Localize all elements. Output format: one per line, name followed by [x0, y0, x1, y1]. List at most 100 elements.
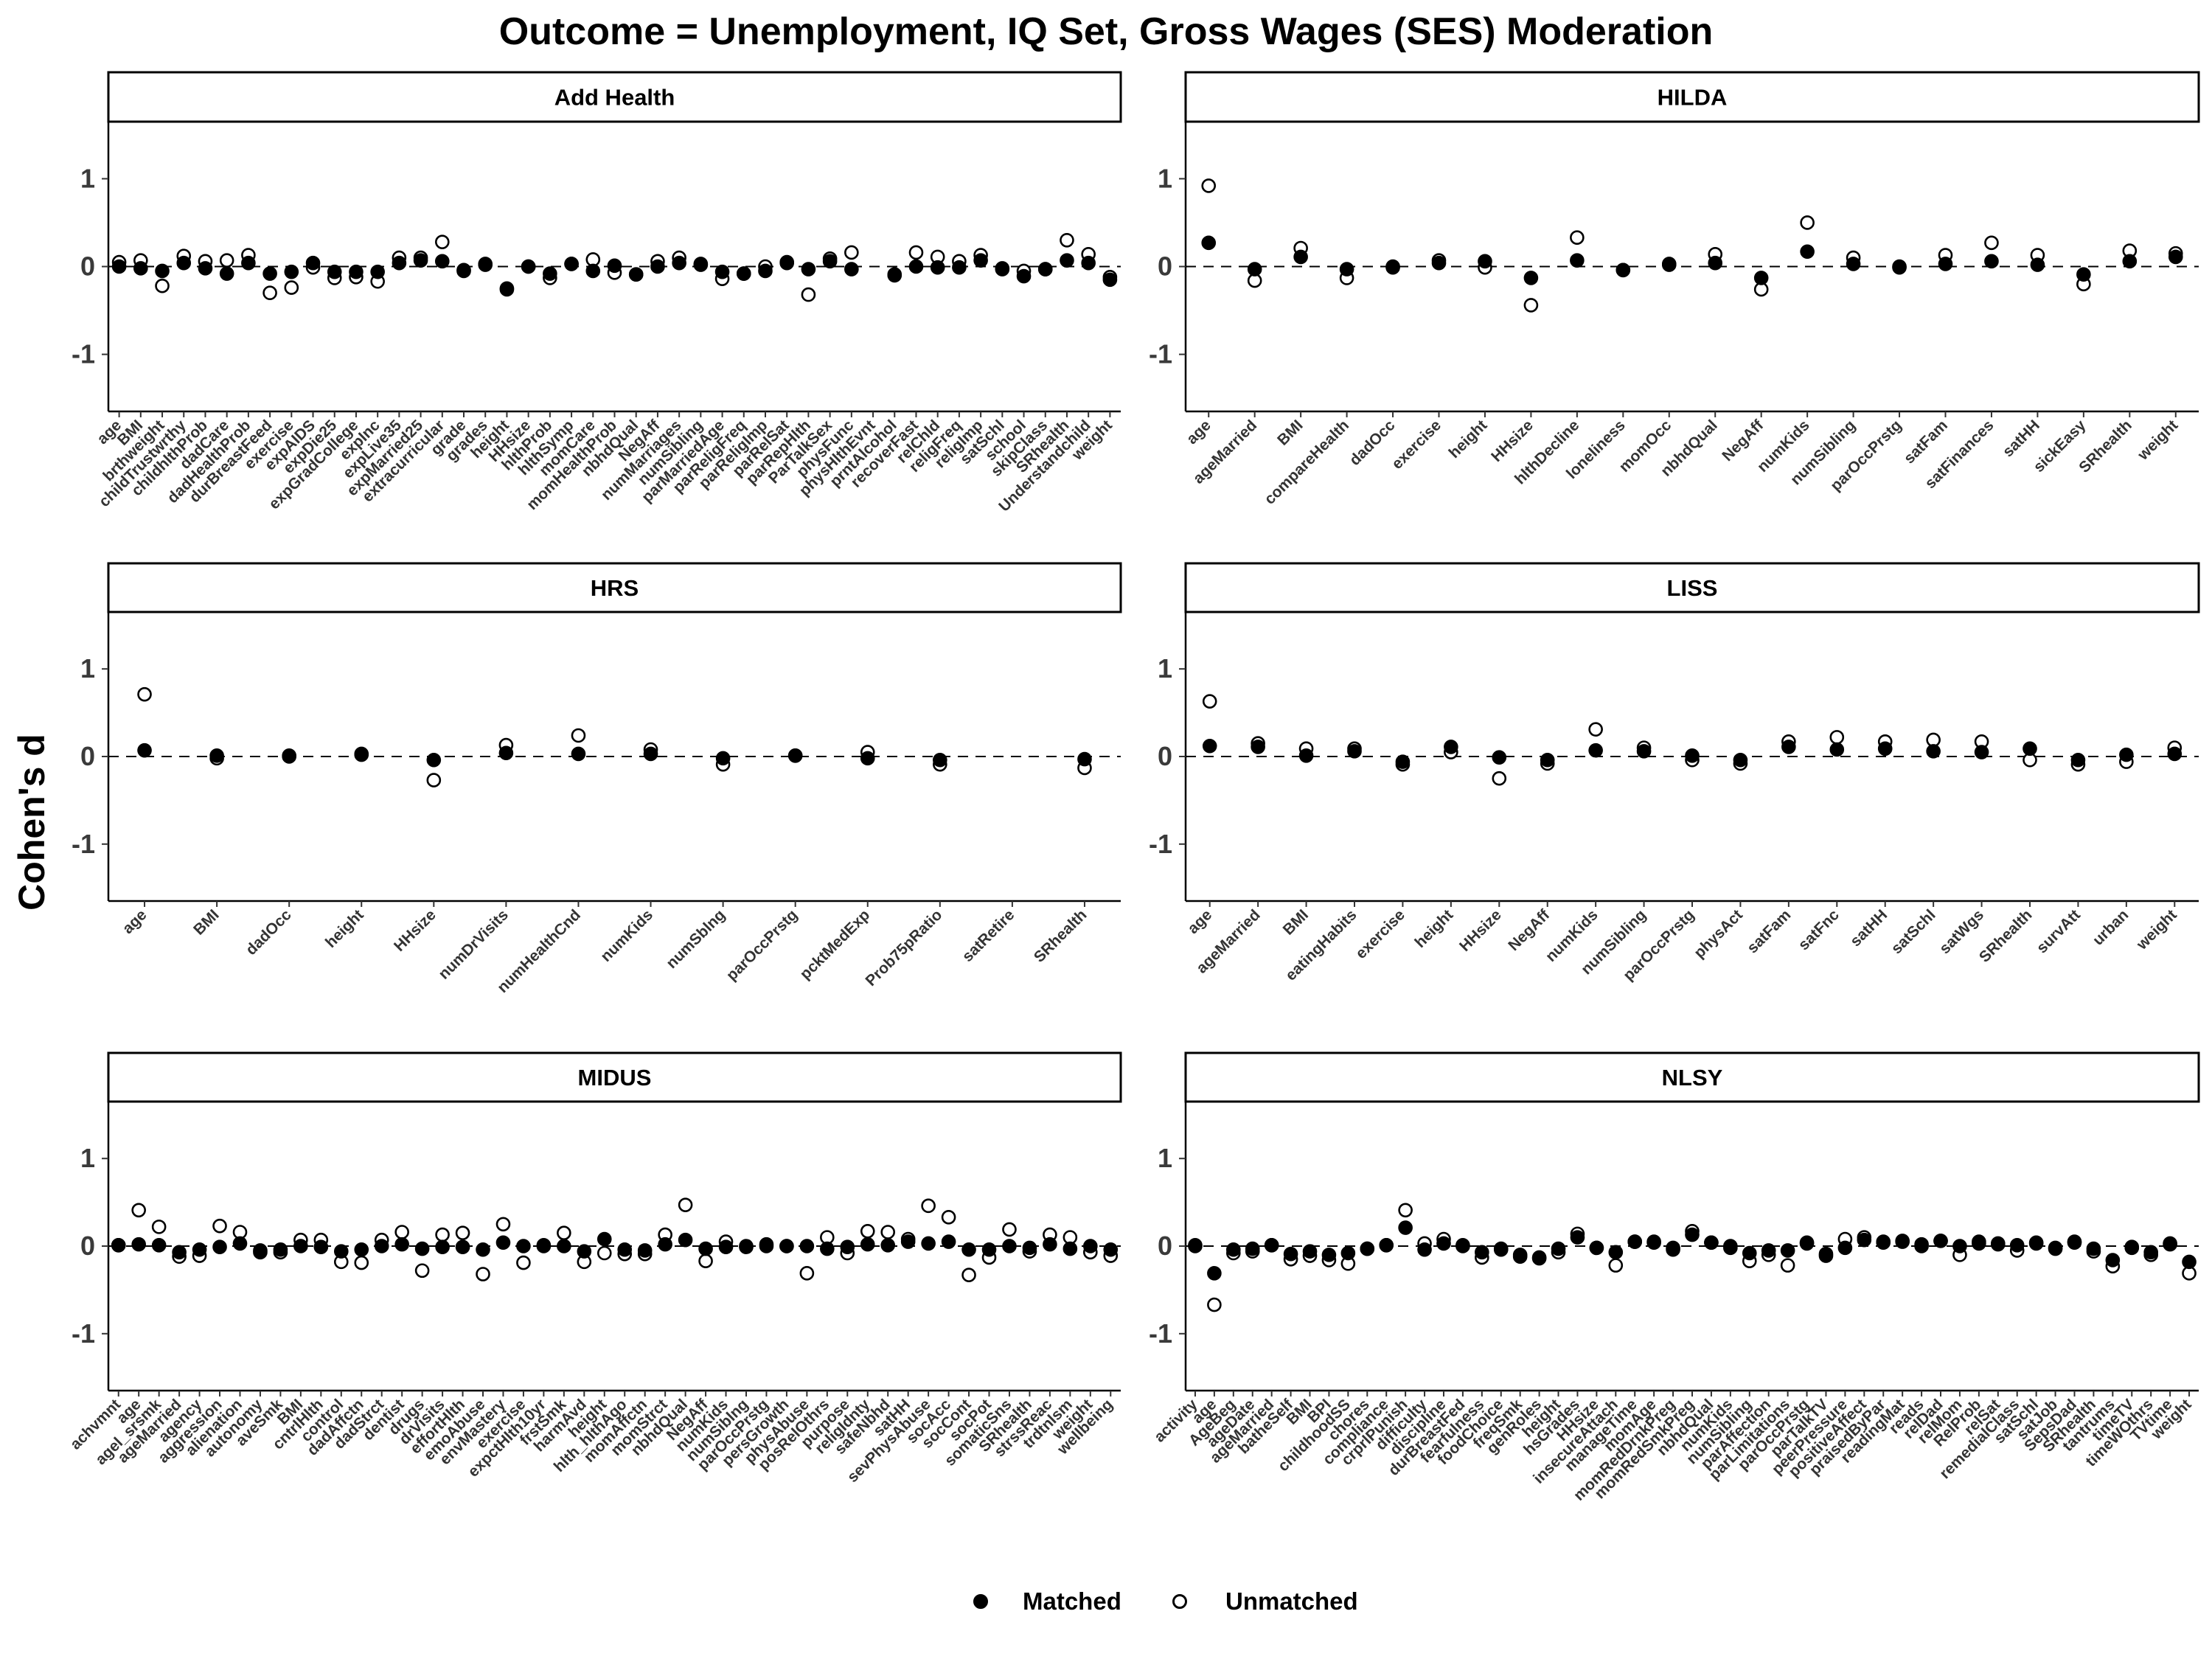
point-matched-dadocc: [282, 748, 296, 763]
x-tick-label: height: [1412, 906, 1457, 951]
point-matched-nbhdqual: [628, 267, 644, 282]
point-matched-relsat: [1990, 1236, 2006, 1251]
point-matched-nummarriages: [672, 255, 686, 271]
point-matched-bmi: [209, 748, 224, 763]
point-matched-paroccprstg: [1685, 748, 1700, 763]
point-matched-sickeasy: [2076, 267, 2091, 282]
point-matched-paroccprstg: [1799, 1236, 1815, 1251]
point-matched-foodchoice: [1493, 1242, 1509, 1257]
point-matched-hlthprob: [543, 266, 557, 281]
point-matched-numkids: [1723, 1239, 1738, 1253]
point-matched-nbhdqual: [1708, 255, 1723, 271]
x-tick-label: satHH: [1847, 906, 1891, 950]
point-matched-parlimitations: [1780, 1243, 1795, 1258]
point-matched-agebeg: [1226, 1242, 1241, 1257]
y-tick-label: -1: [72, 1318, 95, 1349]
legend: Matched Unmatched: [973, 1587, 1358, 1615]
point-matched-satfinances: [1984, 254, 1999, 269]
point-matched-satschl: [995, 262, 1010, 276]
point-matched-tantrums: [2105, 1253, 2121, 1267]
point-matched-physabuse: [799, 1239, 815, 1253]
point-matched-negaff: [650, 259, 665, 274]
x-tick-label: physAct: [1691, 906, 1746, 961]
point-matched-satfnc: [1829, 742, 1845, 757]
point-unmatched-numkids: [1588, 722, 1603, 737]
legend-label-unmatched: Unmatched: [1225, 1587, 1358, 1615]
point-unmatched-religidnty: [860, 1224, 875, 1239]
point-matched-negaff: [1540, 752, 1555, 768]
point-matched-durbreastfeed: [262, 266, 277, 281]
point-matched-bmi: [293, 1239, 308, 1253]
point-matched-satschl: [1926, 744, 1941, 759]
point-matched-weight: [2167, 746, 2183, 762]
y-tick-label: -1: [72, 339, 95, 369]
point-matched-age: [1202, 738, 1217, 754]
point-matched-urban: [2119, 747, 2134, 762]
point-matched-drvisits: [435, 1239, 450, 1254]
x-tick-label: numKids: [597, 906, 656, 965]
point-matched-hlthdecline: [1570, 253, 1585, 268]
point-matched-emoabuse: [476, 1242, 490, 1257]
point-unmatched-agel-srsmk: [151, 1220, 167, 1234]
y-tick-label: 1: [80, 653, 95, 684]
point-matched-sepsdad: [2067, 1235, 2082, 1251]
point-matched-comparehealth: [1339, 262, 1354, 276]
point-unmatched-exercise: [516, 1255, 531, 1270]
x-tick-label: numSblng: [663, 906, 728, 972]
point-matched-partalktv: [1818, 1248, 1834, 1263]
y-tick-label: 1: [1158, 653, 1172, 684]
point-matched-dentist: [394, 1237, 409, 1252]
panel-strip: [1184, 1051, 2200, 1103]
point-matched-exercise: [1395, 754, 1411, 769]
point-matched-timetv: [2124, 1240, 2140, 1256]
point-matched-skipclass: [1037, 262, 1053, 276]
point-unmatched-parlimitations: [1780, 1258, 1795, 1273]
point-matched-numsblng: [715, 751, 731, 766]
point-unmatched-dadaffctn: [354, 1255, 369, 1270]
panel-strip: [1184, 71, 2200, 123]
point-unmatched-aggression: [212, 1218, 227, 1234]
point-matched-satwgs: [1974, 745, 1989, 759]
point-matched-numkids: [643, 746, 658, 762]
point-matched-harmavd: [577, 1244, 592, 1259]
point-matched-numsibling: [1846, 257, 1861, 271]
point-matched-bmi: [1298, 748, 1314, 763]
panel-strip-label: HILDA: [1658, 85, 1728, 111]
x-tick-label: HHsize: [1456, 906, 1505, 955]
point-matched-hlth-hlthago: [617, 1242, 633, 1257]
point-matched-soccont: [961, 1242, 976, 1257]
point-matched-peerpressure: [1837, 1240, 1853, 1256]
y-tick-label: 0: [80, 741, 95, 771]
point-matched-sathh: [1877, 741, 1893, 757]
point-matched-wellbeing: [1103, 1242, 1119, 1257]
x-tick-label: pcktMedExp: [797, 906, 874, 983]
point-matched-bmi: [1293, 249, 1308, 265]
point-matched-relchld: [930, 260, 945, 275]
point-matched-hsgrades: [1570, 1230, 1585, 1245]
point-matched-genroles: [1531, 1251, 1547, 1266]
x-tick-label: exercise: [1388, 417, 1444, 473]
point-matched-paroccprstg: [759, 1239, 774, 1253]
point-matched-brthweight: [155, 263, 170, 279]
y-tick-label: 0: [1158, 251, 1172, 282]
point-matched-expcthlth10yr: [536, 1239, 552, 1253]
point-matched-hhsize: [1492, 750, 1507, 765]
point-matched-survatt: [2070, 752, 2086, 768]
point-matched-srhealth: [1060, 253, 1074, 268]
point-unmatched-nbhdqual: [678, 1197, 693, 1212]
point-matched-age: [131, 1237, 146, 1252]
point-matched-satschl: [2028, 1235, 2044, 1251]
point-matched-somaticsns: [1002, 1239, 1017, 1253]
point-matched-dadstrct: [374, 1239, 389, 1253]
point-unmatched-efforthlth: [455, 1225, 470, 1240]
point-matched-grade: [456, 262, 471, 278]
point-unmatched-numkids: [1800, 215, 1815, 230]
point-matched-age: [111, 259, 127, 274]
y-tick-label: -1: [1149, 829, 1172, 859]
point-matched-hhsize: [1523, 271, 1539, 285]
y-tick-label: 1: [80, 163, 95, 193]
point-unmatched-physfunc: [844, 245, 859, 260]
point-matched-nbhdqual: [1704, 1235, 1719, 1251]
point-matched-negaff: [1753, 271, 1769, 285]
point-matched-parrephlth: [801, 262, 816, 276]
